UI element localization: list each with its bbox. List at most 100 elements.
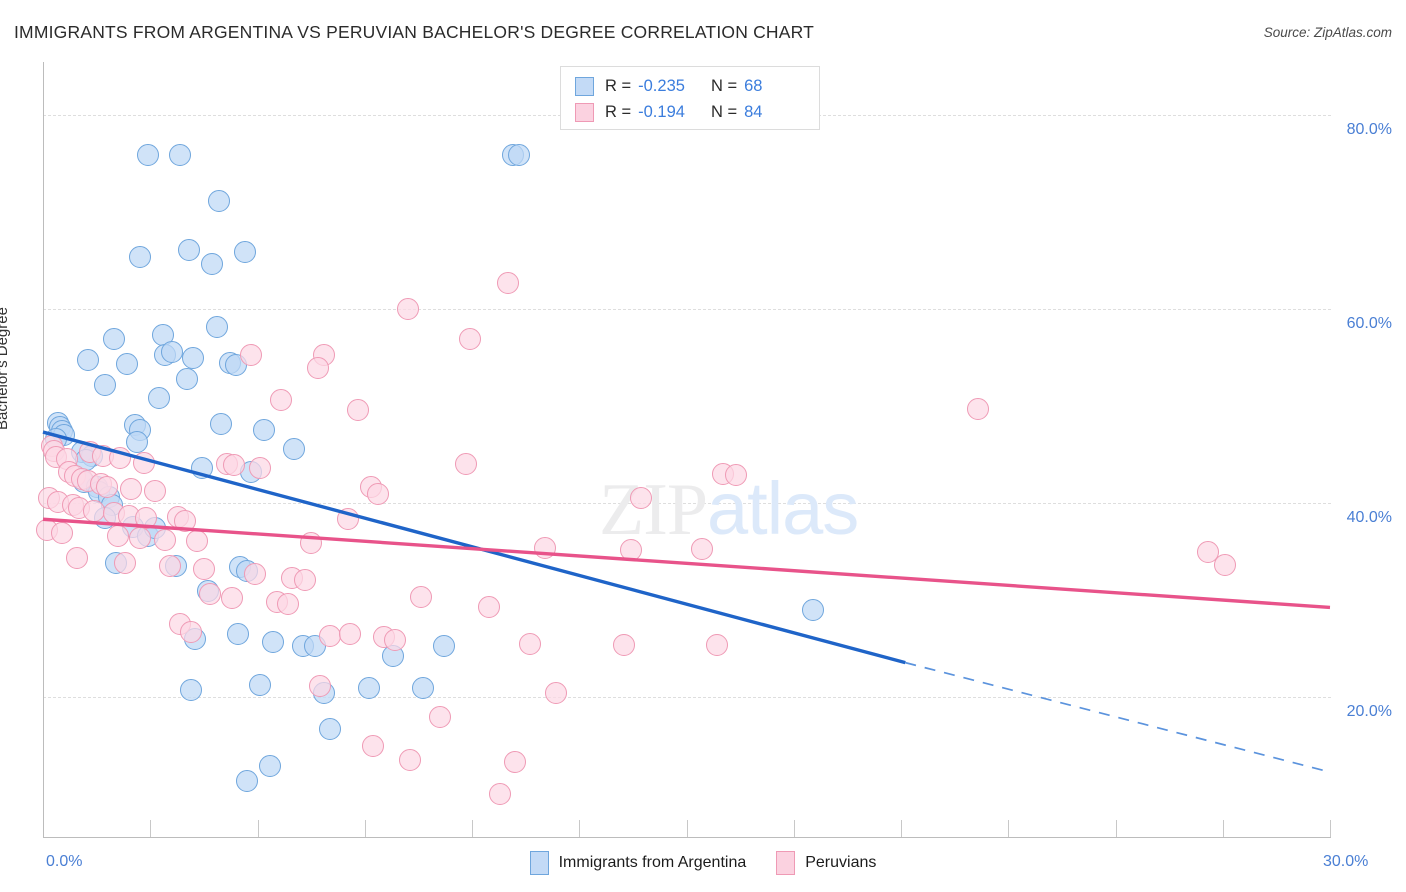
x-axis-tick [1115,820,1117,837]
scatter-point [201,252,224,275]
series-legend: Immigrants from Argentina Peruvians [0,851,1406,875]
scatter-point [366,483,389,506]
scatter-point [270,389,293,412]
legend-r-value-argentina: -0.235 [638,76,685,95]
scatter-point [233,240,256,263]
scatter-point [293,569,316,592]
scatter-point [173,510,196,533]
x-axis-min-label: 0.0% [46,853,83,870]
scatter-point [409,585,432,608]
scatter-point [276,592,299,615]
x-axis-tick [901,820,902,837]
legend-row-argentina: R = -0.235 N = 68 [575,73,762,99]
scatter-point [458,328,481,351]
scatter-point [115,353,138,376]
scatter-point [126,430,149,453]
series-legend-argentina[interactable]: Immigrants from Argentina [529,851,747,875]
gridline [43,309,1331,311]
x-axis-tick [472,820,473,837]
scatter-point [347,398,370,421]
scatter-point [207,189,230,212]
series-swatch-peruvians [776,851,796,875]
scatter-point [205,316,228,339]
scatter-point [94,373,117,396]
scatter-point [175,367,198,390]
scatter-point [102,328,125,351]
scatter-point [252,419,275,442]
scatter-point [137,144,160,166]
legend-n-value-peruvians: 84 [744,102,763,121]
legend-n-label-peruvians: N = [710,102,738,121]
correlation-legend: R = -0.235 N = 68 R = -0.194 N = 84 [560,66,820,130]
series-label-argentina: Immigrants from Argentina [558,854,747,871]
scatter-point [630,486,653,509]
legend-swatch-argentina [575,76,594,96]
x-axis-tick [257,820,259,837]
scatter-point [613,634,636,657]
scatter-point [967,397,990,420]
scatter-point [306,357,329,380]
x-axis-tick [364,820,366,837]
scatter-point [240,343,263,366]
series-label-peruvians: Peruvians [805,854,877,871]
scatter-point [177,238,200,261]
scatter-point [705,634,728,657]
scatter-point [119,478,142,501]
x-axis-tick [793,820,795,837]
scatter-point [724,463,747,486]
y-axis-tick-label: 80.0% [1346,121,1392,139]
scatter-point [259,755,282,778]
x-axis-tick [1008,820,1010,837]
scatter-point [113,551,136,574]
scatter-point [169,144,192,166]
scatter-point [158,554,181,577]
x-axis-tick [579,820,581,837]
legend-r-label-argentina: R = [605,76,632,95]
y-axis-tick-label: 60.0% [1346,315,1392,333]
scatter-point [338,622,361,645]
scatter-point [308,674,331,697]
legend-row-peruvians: R = -0.194 N = 84 [575,99,762,125]
scatter-point [690,538,713,561]
legend-swatch-peruvians [575,102,594,122]
y-axis-label: Bachelor's Degree [0,307,11,430]
scatter-point [180,678,202,701]
trend-lines [42,430,1331,773]
scatter-point [358,676,381,699]
gridline [43,502,1331,504]
x-axis-tick [1222,820,1224,837]
scatter-point [411,676,434,699]
scatter-point [210,413,233,436]
scatter-point [128,245,151,268]
scatter-point [51,521,74,544]
scatter-point [160,340,183,363]
legend-r-label-peruvians: R = [605,102,632,121]
scatter-point [398,749,421,772]
x-axis-line [43,837,1331,838]
series-legend-peruvians[interactable]: Peruvians [776,851,876,875]
legend-n-value-argentina: 68 [744,76,763,95]
y-axis-tick-label: 20.0% [1346,702,1392,720]
scatter-point [503,751,526,774]
scatter-point [478,596,501,619]
scatter-point [1196,541,1219,564]
legend-n-label-argentina: N = [710,76,738,95]
trend-line-extension [905,661,1331,773]
scatter-point [319,718,342,741]
scatter-point [497,271,520,294]
legend-r-value-peruvians: -0.194 [638,102,685,121]
x-axis-max-label: 30.0% [1323,853,1369,870]
x-axis-tick [1330,820,1331,837]
scatter-point [66,547,89,569]
scatter-point [508,144,531,166]
scatter-point [396,298,419,321]
source-attribution: Source: ZipAtlas.com [1263,25,1392,40]
scatter-point [433,635,456,658]
series-swatch-argentina [529,851,549,875]
scatter-point [248,673,271,696]
scatter-point [544,681,567,704]
scatter-point [518,633,541,656]
scatter-point [235,769,258,792]
scatter-point [488,783,511,806]
